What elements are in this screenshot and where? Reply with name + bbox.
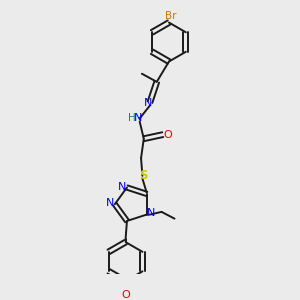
Text: S: S — [139, 169, 148, 182]
Text: O: O — [121, 290, 130, 300]
Text: N: N — [147, 208, 156, 218]
Text: Br: Br — [165, 11, 176, 21]
Text: O: O — [163, 130, 172, 140]
Text: N: N — [106, 198, 114, 208]
Text: N: N — [134, 112, 142, 123]
Text: N: N — [144, 98, 152, 108]
Text: H: H — [128, 112, 136, 123]
Text: N: N — [118, 182, 126, 192]
